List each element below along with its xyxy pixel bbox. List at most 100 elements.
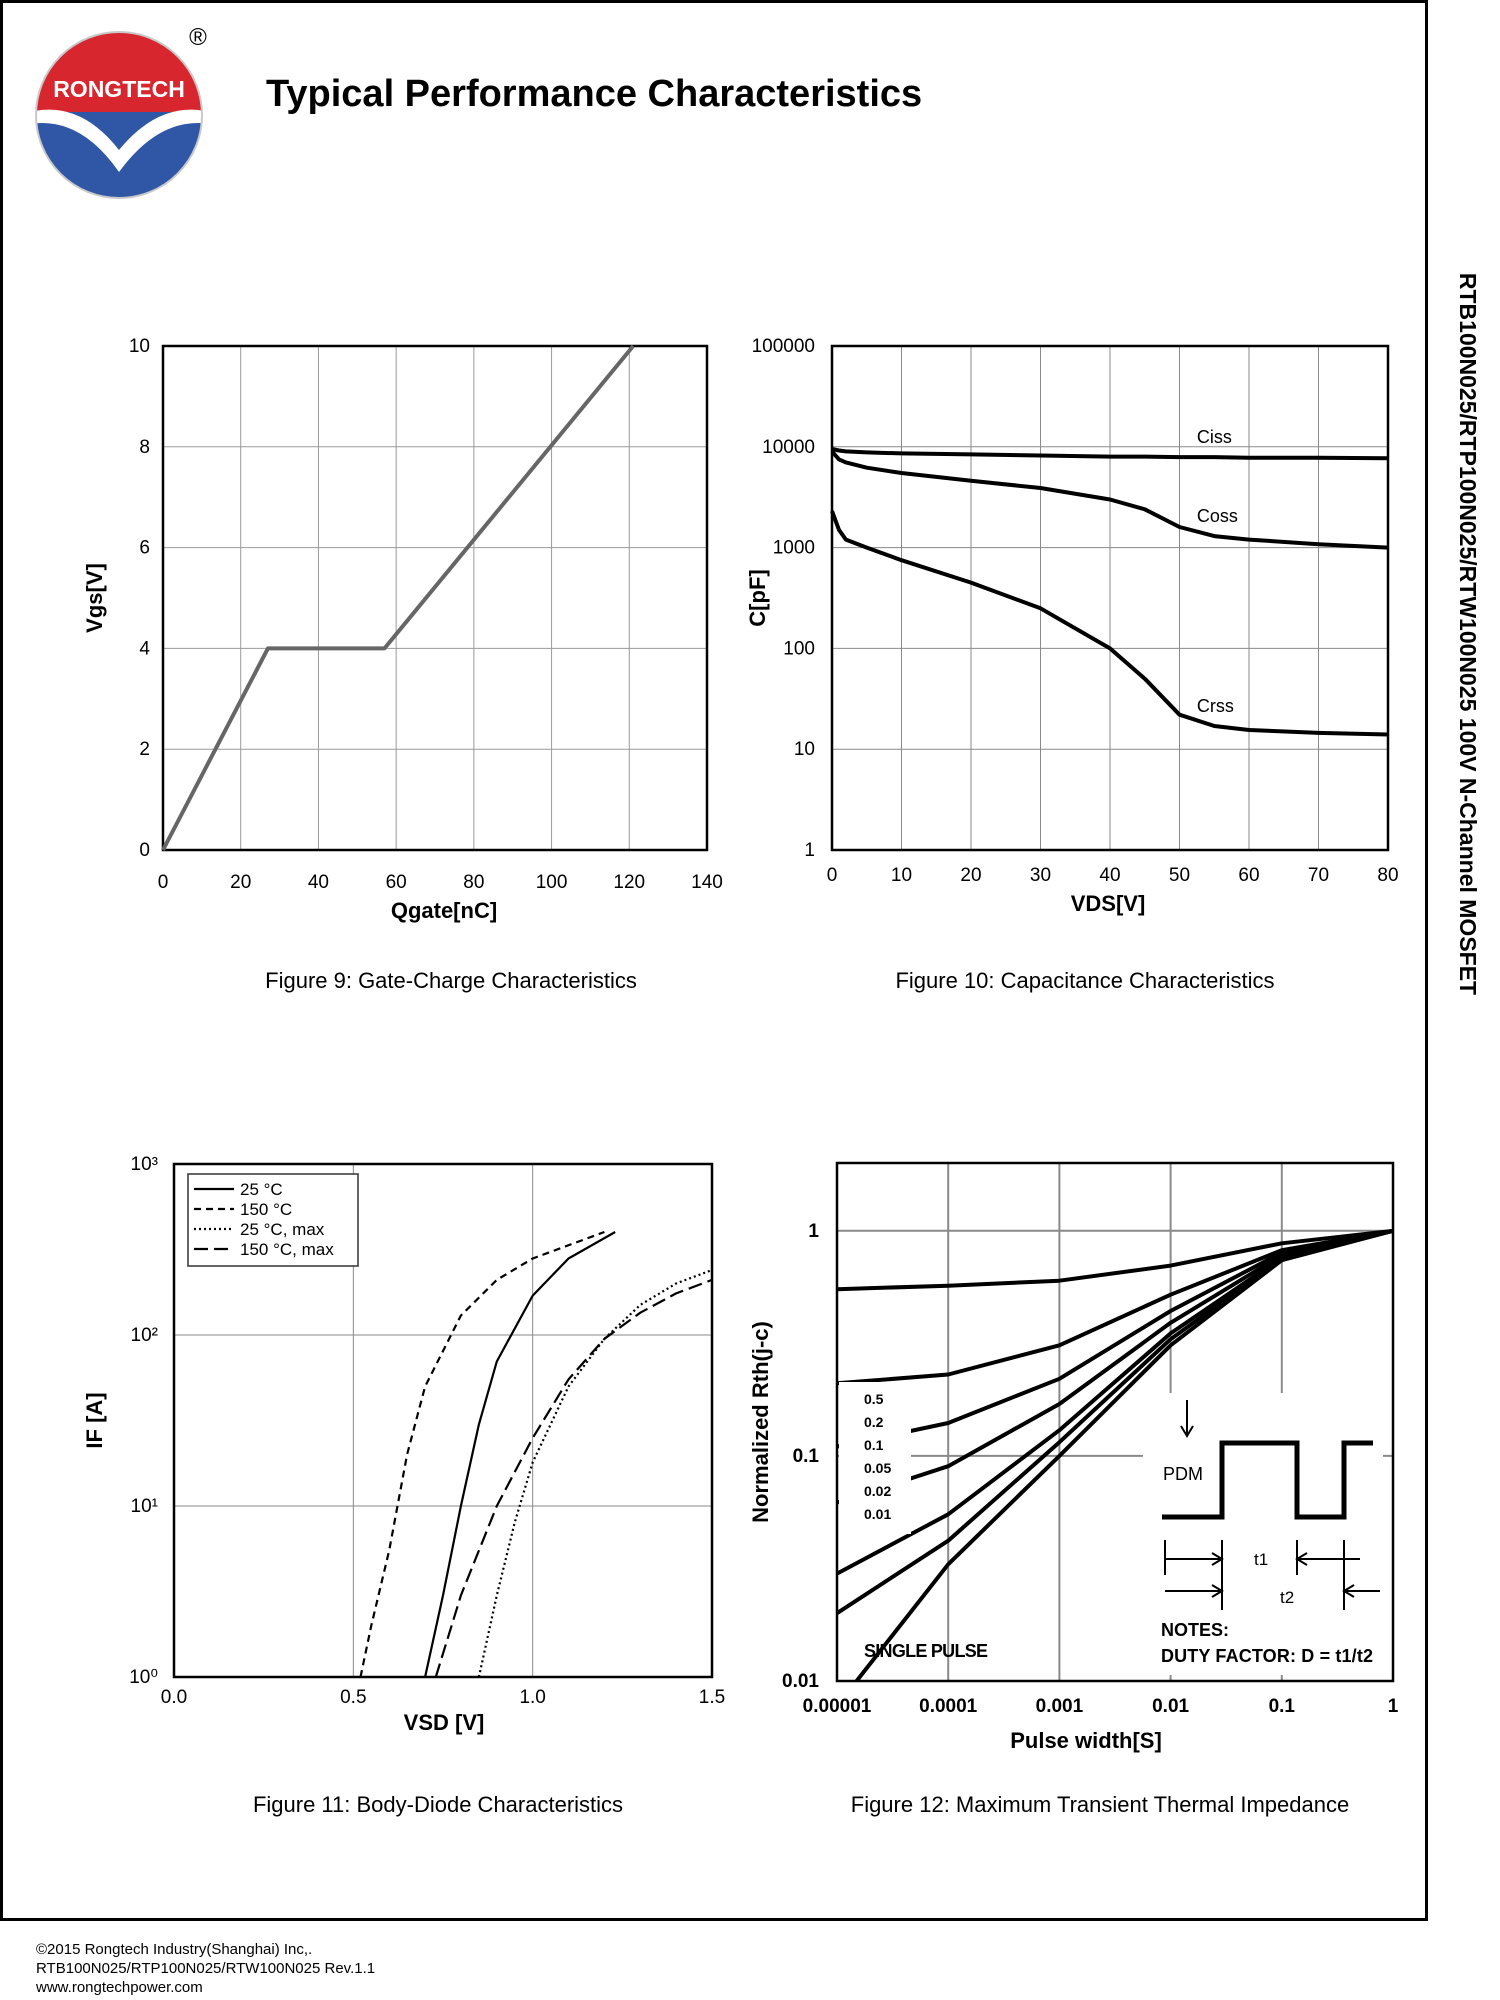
y-tick-label: 10¹ [131,1496,158,1517]
y-tick-label: 1 [804,840,815,861]
y-tick-label: 4 [139,638,150,659]
series-line [830,510,1389,737]
plot-frame [161,344,709,852]
legend-label: 25 °C, max [240,1220,325,1239]
series-line [836,1228,1394,1505]
x-tick-label: 80 [463,872,484,893]
x-tick-label: 100 [536,872,568,893]
side-title: RTB100N025/RTP100N025/RTW100N025 100V N-… [1455,273,1481,995]
legend-label: 150 °C, max [240,1240,334,1259]
x-tick-label: 60 [1238,865,1259,886]
legend-label: 150 °C [240,1200,292,1219]
y-tick-label: 100000 [752,336,815,357]
series-label: 0.2 [864,1414,884,1430]
inset-box [1143,1393,1383,1675]
y-tick-label: 10³ [131,1154,158,1175]
series-line [831,447,1389,461]
series-line [836,1228,1394,1292]
series-line [830,450,1389,550]
footer-line: www.rongtechpower.com [35,1979,203,1996]
y-tick-label: 0.01 [782,1671,819,1692]
x-tick-label: 0.1 [1269,1696,1296,1717]
y-axis-label: C[pF] [745,569,770,626]
series-line [855,1228,1394,1683]
series-line [434,1278,713,1678]
x-tick-label: 120 [613,872,645,893]
y-tick-label: 10⁰ [129,1667,158,1688]
x-tick-label: 40 [1099,865,1120,886]
page-title: Typical Performance Characteristics [266,73,922,115]
pulse-waveform [1162,1440,1373,1520]
x-tick-label: 0.0 [161,1687,187,1708]
page-frame [0,0,1428,1921]
series-line [359,1230,605,1678]
arrows [1164,1400,1380,1610]
logo: RONGTECH ® [35,24,207,199]
y-tick-label: 8 [139,437,150,458]
x-tick-label: 40 [308,872,329,893]
y-tick-label: 0 [139,840,150,861]
x-axis-label: VDS[V] [1071,891,1146,916]
figure-caption: Figure 9: Gate-Charge Characteristics [265,968,637,993]
annotation: t1 [1254,1550,1268,1569]
figure-caption: Figure 10: Capacitance Characteristics [895,968,1274,993]
series-label: 0.01 [864,1506,891,1522]
logo-text: RONGTECH [53,76,185,102]
x-tick-label: 80 [1377,865,1398,886]
y-tick-label: 1000 [773,538,815,559]
y-tick-label: 2 [139,739,150,760]
x-tick-label: 0.01 [1152,1696,1189,1717]
annotation: PDM [1163,1464,1203,1484]
footer-line: ©2015 Rongtech Industry(Shanghai) Inc,. [36,1941,312,1958]
figure-caption: Figure 11: Body-Diode Characteristics [253,1792,623,1817]
series-label: 0.1 [864,1437,884,1453]
x-tick-label: 60 [386,872,407,893]
x-tick-label: 0 [827,865,838,886]
series-label: Crss [1197,696,1234,716]
x-tick-label: 70 [1308,865,1329,886]
inset: PDM t1 t2 NOTES: DUTY FACTOR: D = t1/t2 [1143,1393,1383,1675]
y-tick-label: 10 [129,336,150,357]
series-label: 0.02 [864,1483,891,1499]
plot-frame [830,344,1390,852]
x-tick-label: 20 [960,865,981,886]
x-tick-label: 0.001 [1036,1696,1084,1717]
x-tick-label: 0.0001 [919,1696,978,1717]
x-tick-label: 1.5 [699,1687,725,1708]
series-label: 0.5 [864,1391,884,1407]
x-tick-label: 30 [1030,865,1051,886]
y-tick-label: 10² [131,1325,158,1346]
y-tick-label: 6 [139,538,150,559]
series-line [161,344,635,851]
y-tick-label: 1 [808,1221,819,1242]
y-tick-label: 100 [783,638,815,659]
x-tick-label: 20 [230,872,251,893]
series-line [424,1231,616,1678]
series-label: Coss [1197,506,1238,526]
x-tick-label: 10 [891,865,912,886]
y-axis-label: Vgs[V] [82,563,107,633]
y-tick-label: 0.1 [793,1446,820,1467]
series-label: SINGLE PULSE [864,1641,988,1661]
series-line [477,1268,713,1678]
plot-frame [835,1161,1395,1683]
x-tick-label: 1 [1388,1696,1399,1717]
legend-label: 25 °C [240,1180,283,1199]
x-tick-label: 0.00001 [803,1696,872,1717]
series-line [836,1228,1394,1449]
footer-line: RTB100N025/RTP100N025/RTW100N025 Rev.1.1 [36,1960,375,1977]
x-tick-label: 140 [691,872,723,893]
annotation: t2 [1280,1588,1294,1607]
y-tick-label: 10 [794,739,815,760]
x-axis-label: VSD [V] [404,1710,485,1735]
annotation: NOTES: [1161,1620,1229,1640]
y-tick-label: 10000 [762,437,815,458]
x-axis-label: Pulse width[S] [1010,1728,1162,1753]
x-tick-label: 0.5 [340,1687,366,1708]
registered-mark: ® [189,24,207,51]
x-tick-label: 50 [1169,865,1190,886]
figure-caption: Figure 12: Maximum Transient Thermal Imp… [851,1792,1349,1817]
y-axis-label: IF [A] [82,1392,107,1448]
x-tick-label: 1.0 [519,1687,545,1708]
